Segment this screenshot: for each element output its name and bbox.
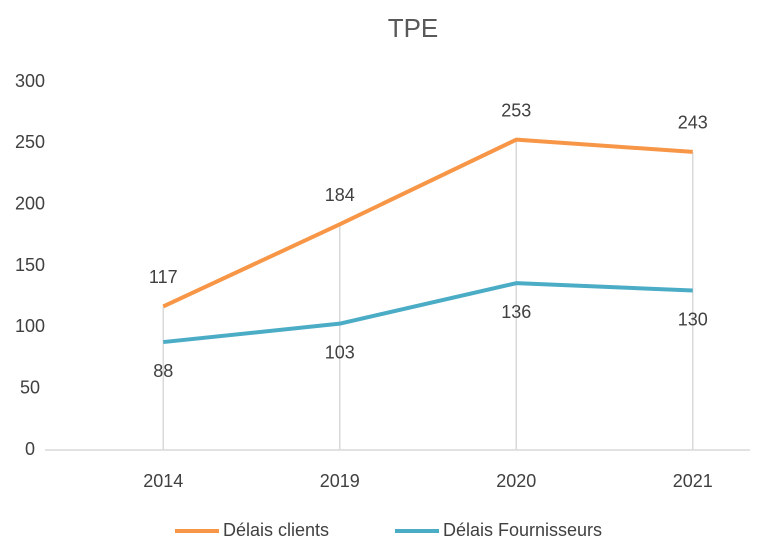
data-label: 253 (501, 100, 531, 120)
x-tick-label: 2021 (673, 471, 713, 491)
legend-label: Délais Fournisseurs (443, 520, 602, 540)
y-tick-label: 150 (15, 255, 45, 275)
series-line (163, 281, 693, 345)
data-label: 88 (153, 361, 173, 381)
legend-label: Délais clients (223, 520, 329, 540)
y-tick-label: 100 (15, 316, 45, 336)
data-label: 117 (149, 267, 178, 287)
x-tick-label: 2020 (496, 471, 536, 491)
data-label: 184 (325, 185, 355, 205)
y-tick-label: 300 (15, 71, 45, 91)
data-label: 243 (678, 113, 708, 133)
x-tick-label: 2019 (320, 471, 360, 491)
y-tick-label: 200 (15, 193, 45, 213)
y-tick-label: 0 (25, 439, 35, 459)
x-tick-label: 2014 (143, 471, 183, 491)
y-tick-label: 50 (20, 377, 40, 397)
chart-title: TPE (388, 13, 439, 43)
data-label: 130 (678, 309, 708, 329)
series-line (162, 137, 693, 309)
data-label: 103 (325, 342, 355, 362)
y-tick-label: 250 (15, 132, 45, 152)
data-label: 136 (501, 302, 531, 322)
